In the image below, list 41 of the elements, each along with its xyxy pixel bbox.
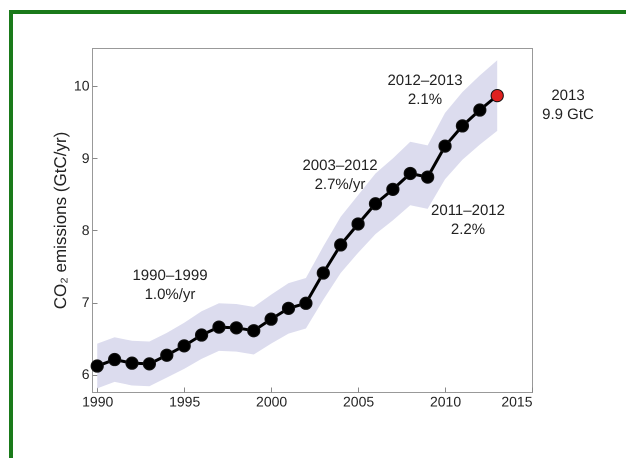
point [264, 312, 278, 326]
x-tick-label: 2010 [430, 394, 462, 410]
point [230, 321, 243, 334]
point [351, 217, 365, 231]
y-tick-label: 10 [74, 78, 90, 94]
y-axis-title: CO₂ emissions (GtC/yr) [50, 132, 70, 310]
point [421, 170, 434, 184]
y-tick-label: 9 [82, 150, 90, 166]
y-tick-label: 8 [82, 222, 90, 238]
point [490, 88, 504, 102]
text: 2013 9.9 GtC [542, 87, 594, 123]
point [404, 166, 417, 180]
x-tick-label: 1990 [82, 394, 114, 410]
annotation: 1990–1999 1.0%/yr [132, 267, 208, 303]
point [316, 266, 330, 280]
point [90, 359, 104, 373]
x-tick-label: 2015 [501, 394, 533, 410]
point [368, 197, 382, 210]
point [282, 302, 296, 315]
annotation: 2012–2013 2.1% [387, 72, 463, 108]
annotation: 2011–2012 2.2% [431, 202, 505, 238]
point [334, 238, 348, 252]
point [438, 139, 452, 153]
point [125, 356, 139, 370]
x-tick-label: 1995 [169, 394, 200, 410]
point [386, 182, 400, 196]
point [212, 320, 226, 334]
point [194, 328, 208, 342]
point [178, 339, 191, 352]
x-tick-label: 2000 [256, 394, 288, 410]
x-tick-label: 2005 [343, 394, 374, 410]
point [160, 348, 174, 362]
point [299, 296, 313, 310]
point [456, 119, 470, 132]
y-tick-label: 6 [82, 366, 90, 382]
point [142, 357, 156, 370]
y-tick-label: 7 [82, 294, 90, 310]
point [473, 103, 486, 117]
point [247, 324, 260, 338]
point [108, 352, 122, 366]
annotation: 2003–2012 2.7%/yr [302, 157, 378, 193]
